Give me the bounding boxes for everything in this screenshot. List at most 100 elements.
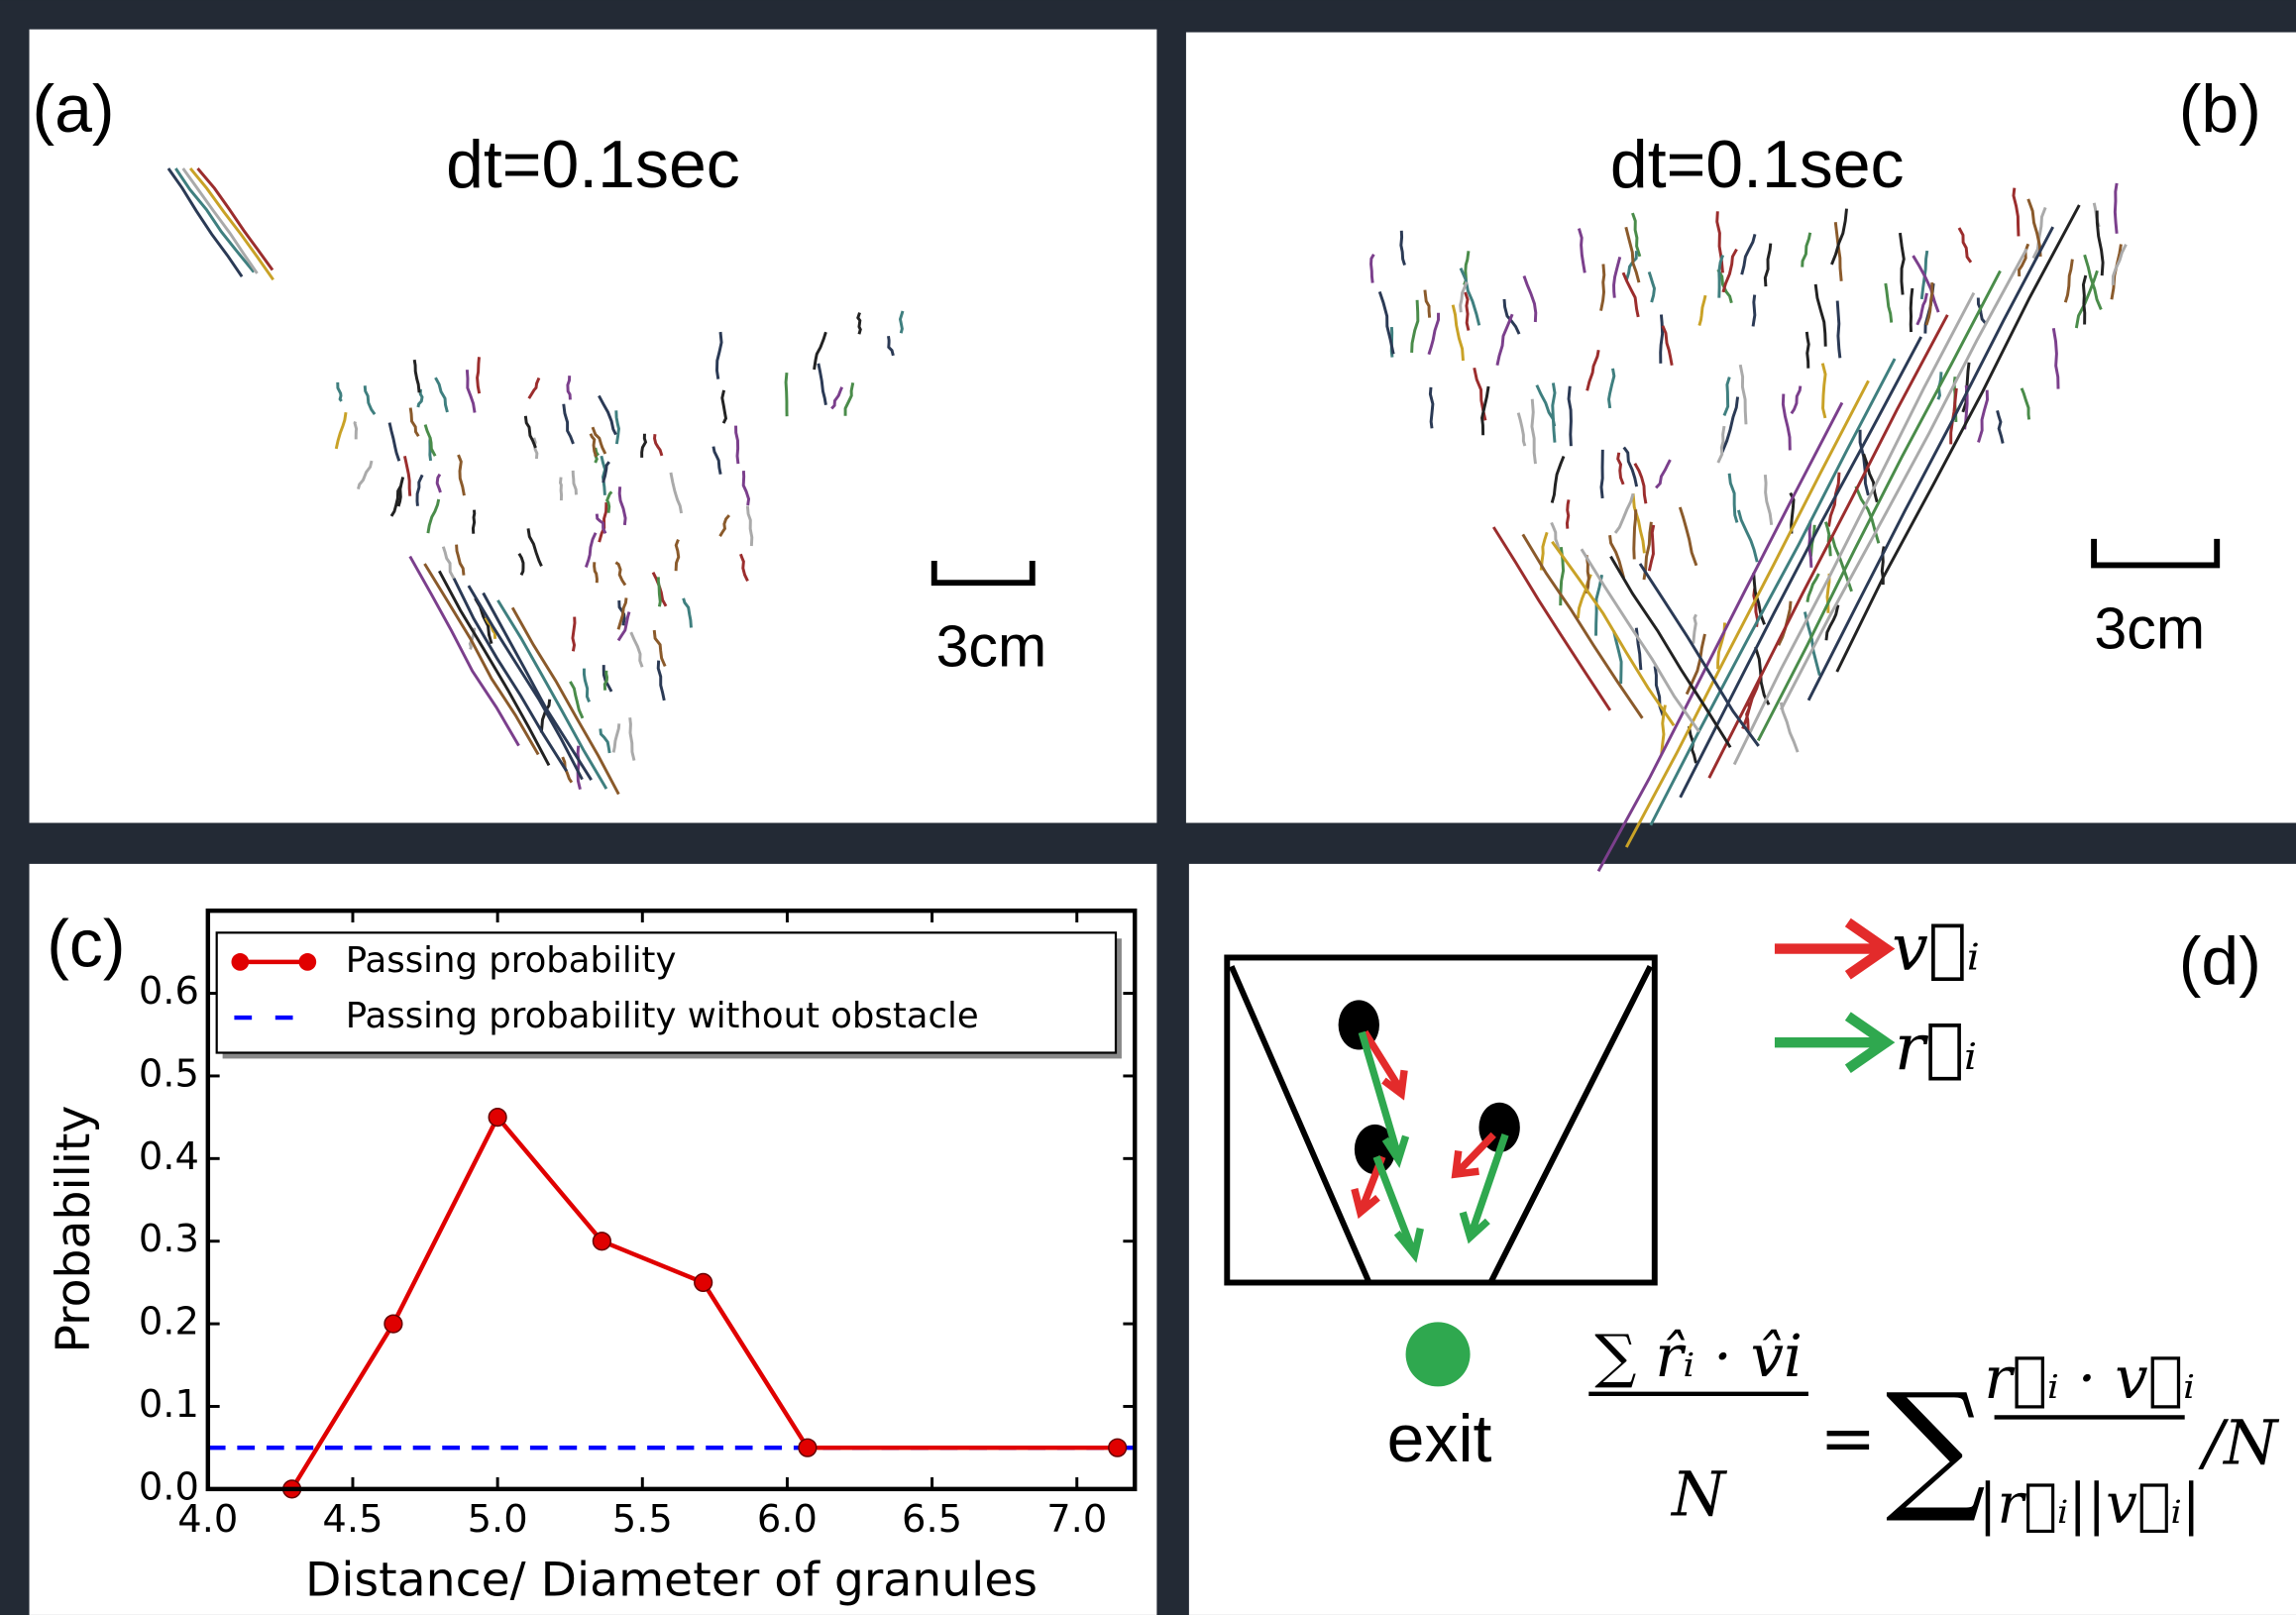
trajectory (1862, 453, 1879, 503)
point (694, 1272, 713, 1293)
trajectory (465, 370, 477, 413)
trajectory (720, 389, 728, 424)
trajectory (614, 410, 620, 445)
trajectory (1738, 364, 1748, 425)
trajectory (1751, 294, 1757, 327)
formula: |r⃗ᵢ||v⃗ᵢ| (1979, 1472, 2201, 1537)
x-tick-label: 5.0 (468, 1497, 528, 1542)
trajectory (1716, 425, 1726, 464)
trajectory (1779, 248, 2028, 710)
trajectory (653, 434, 664, 457)
scale-bar (930, 561, 1036, 587)
trajectory (527, 377, 541, 399)
trajectory (1692, 613, 1697, 644)
trajectory (1464, 291, 1471, 331)
y-tick-label: 0.4 (139, 1134, 199, 1179)
trajectory (1647, 270, 1656, 303)
trajectory (1495, 313, 1514, 367)
trajectory (1410, 299, 1420, 353)
trajectory (389, 485, 402, 517)
trajectory (1491, 526, 1612, 711)
trajectory (1616, 452, 1625, 485)
trajectory (739, 553, 749, 583)
trajectory (408, 555, 520, 747)
trajectory (1427, 312, 1441, 356)
trajectory (2074, 269, 2099, 329)
trajectory (1631, 212, 1642, 258)
trajectory (1624, 379, 1870, 848)
legend-arrow (1774, 917, 1896, 980)
trajectory (1522, 274, 1538, 323)
trajectory (1580, 548, 1700, 733)
trajectory (1609, 555, 1732, 749)
trajectory (1805, 573, 1820, 602)
trajectory (1577, 228, 1586, 273)
panel-label: (a) (33, 71, 115, 147)
trajectory (1678, 506, 1698, 567)
trajectory (2012, 187, 2021, 237)
trajectory (482, 592, 593, 782)
trajectory (517, 553, 525, 576)
trajectory (435, 473, 442, 493)
trajectory (2095, 210, 2105, 276)
trajectory (1737, 509, 1759, 563)
trajectory (1763, 243, 1773, 287)
trajectory (2111, 244, 2128, 285)
trajectory (898, 310, 905, 334)
trajectory (2031, 206, 2047, 260)
x-tick-label: 4.5 (322, 1497, 383, 1542)
trajectory (438, 570, 551, 767)
trajectory (484, 616, 497, 639)
trajectory (2113, 182, 2119, 234)
scale-bar (2091, 538, 2221, 569)
trajectory (1539, 531, 1549, 571)
granule (1354, 1124, 1396, 1175)
trajectory (1801, 232, 1812, 268)
trajectory (656, 660, 666, 701)
trajectory (1428, 386, 1435, 429)
trajectory (674, 539, 681, 572)
trajectory (1459, 281, 1469, 313)
trajectory (1720, 396, 1740, 454)
trajectory (1649, 358, 1897, 826)
time-step: dt=0.1sec (446, 127, 740, 202)
trajectory (1655, 459, 1672, 489)
trajectory (682, 597, 693, 628)
trajectory (1722, 377, 1731, 416)
trajectory (1740, 233, 1757, 275)
legend-swatch (298, 953, 317, 971)
trajectory (1551, 540, 1676, 727)
trajectory (616, 611, 631, 642)
trajectory (1423, 289, 1432, 318)
trajectory (387, 422, 401, 462)
trajectory (711, 446, 722, 475)
trajectory (830, 386, 844, 410)
legend-arrow (1774, 1012, 1896, 1074)
position-arrows (1358, 1030, 1509, 1263)
y-tick-label: 0.0 (139, 1464, 199, 1509)
trajectory (1659, 314, 1665, 364)
trajectory (1638, 563, 1760, 747)
trajectory (1830, 208, 1848, 266)
trajectory (1480, 385, 1490, 436)
y-tick-label: 0.2 (139, 1300, 199, 1345)
trajectory (423, 563, 540, 756)
formula: ∑ (1886, 1363, 1986, 1527)
trajectory (1679, 336, 1923, 799)
trajectory (1756, 269, 2002, 742)
trajectory (605, 490, 613, 513)
y-tick-label: 0.3 (139, 1217, 199, 1261)
trajectory (1707, 314, 1949, 779)
trajectory (1399, 230, 1406, 266)
y-axis-label: Probability (47, 1106, 101, 1353)
trajectory (595, 513, 607, 534)
trajectory (523, 415, 537, 449)
point (1108, 1438, 1128, 1457)
trajectory (2026, 198, 2042, 258)
trajectory (1884, 282, 1894, 323)
trajectory (1613, 492, 1635, 534)
x-tick-label: 6.5 (902, 1497, 962, 1542)
legend-label: r⃗ᵢ (1895, 1011, 1977, 1085)
panel-label: (d) (2179, 923, 2261, 999)
